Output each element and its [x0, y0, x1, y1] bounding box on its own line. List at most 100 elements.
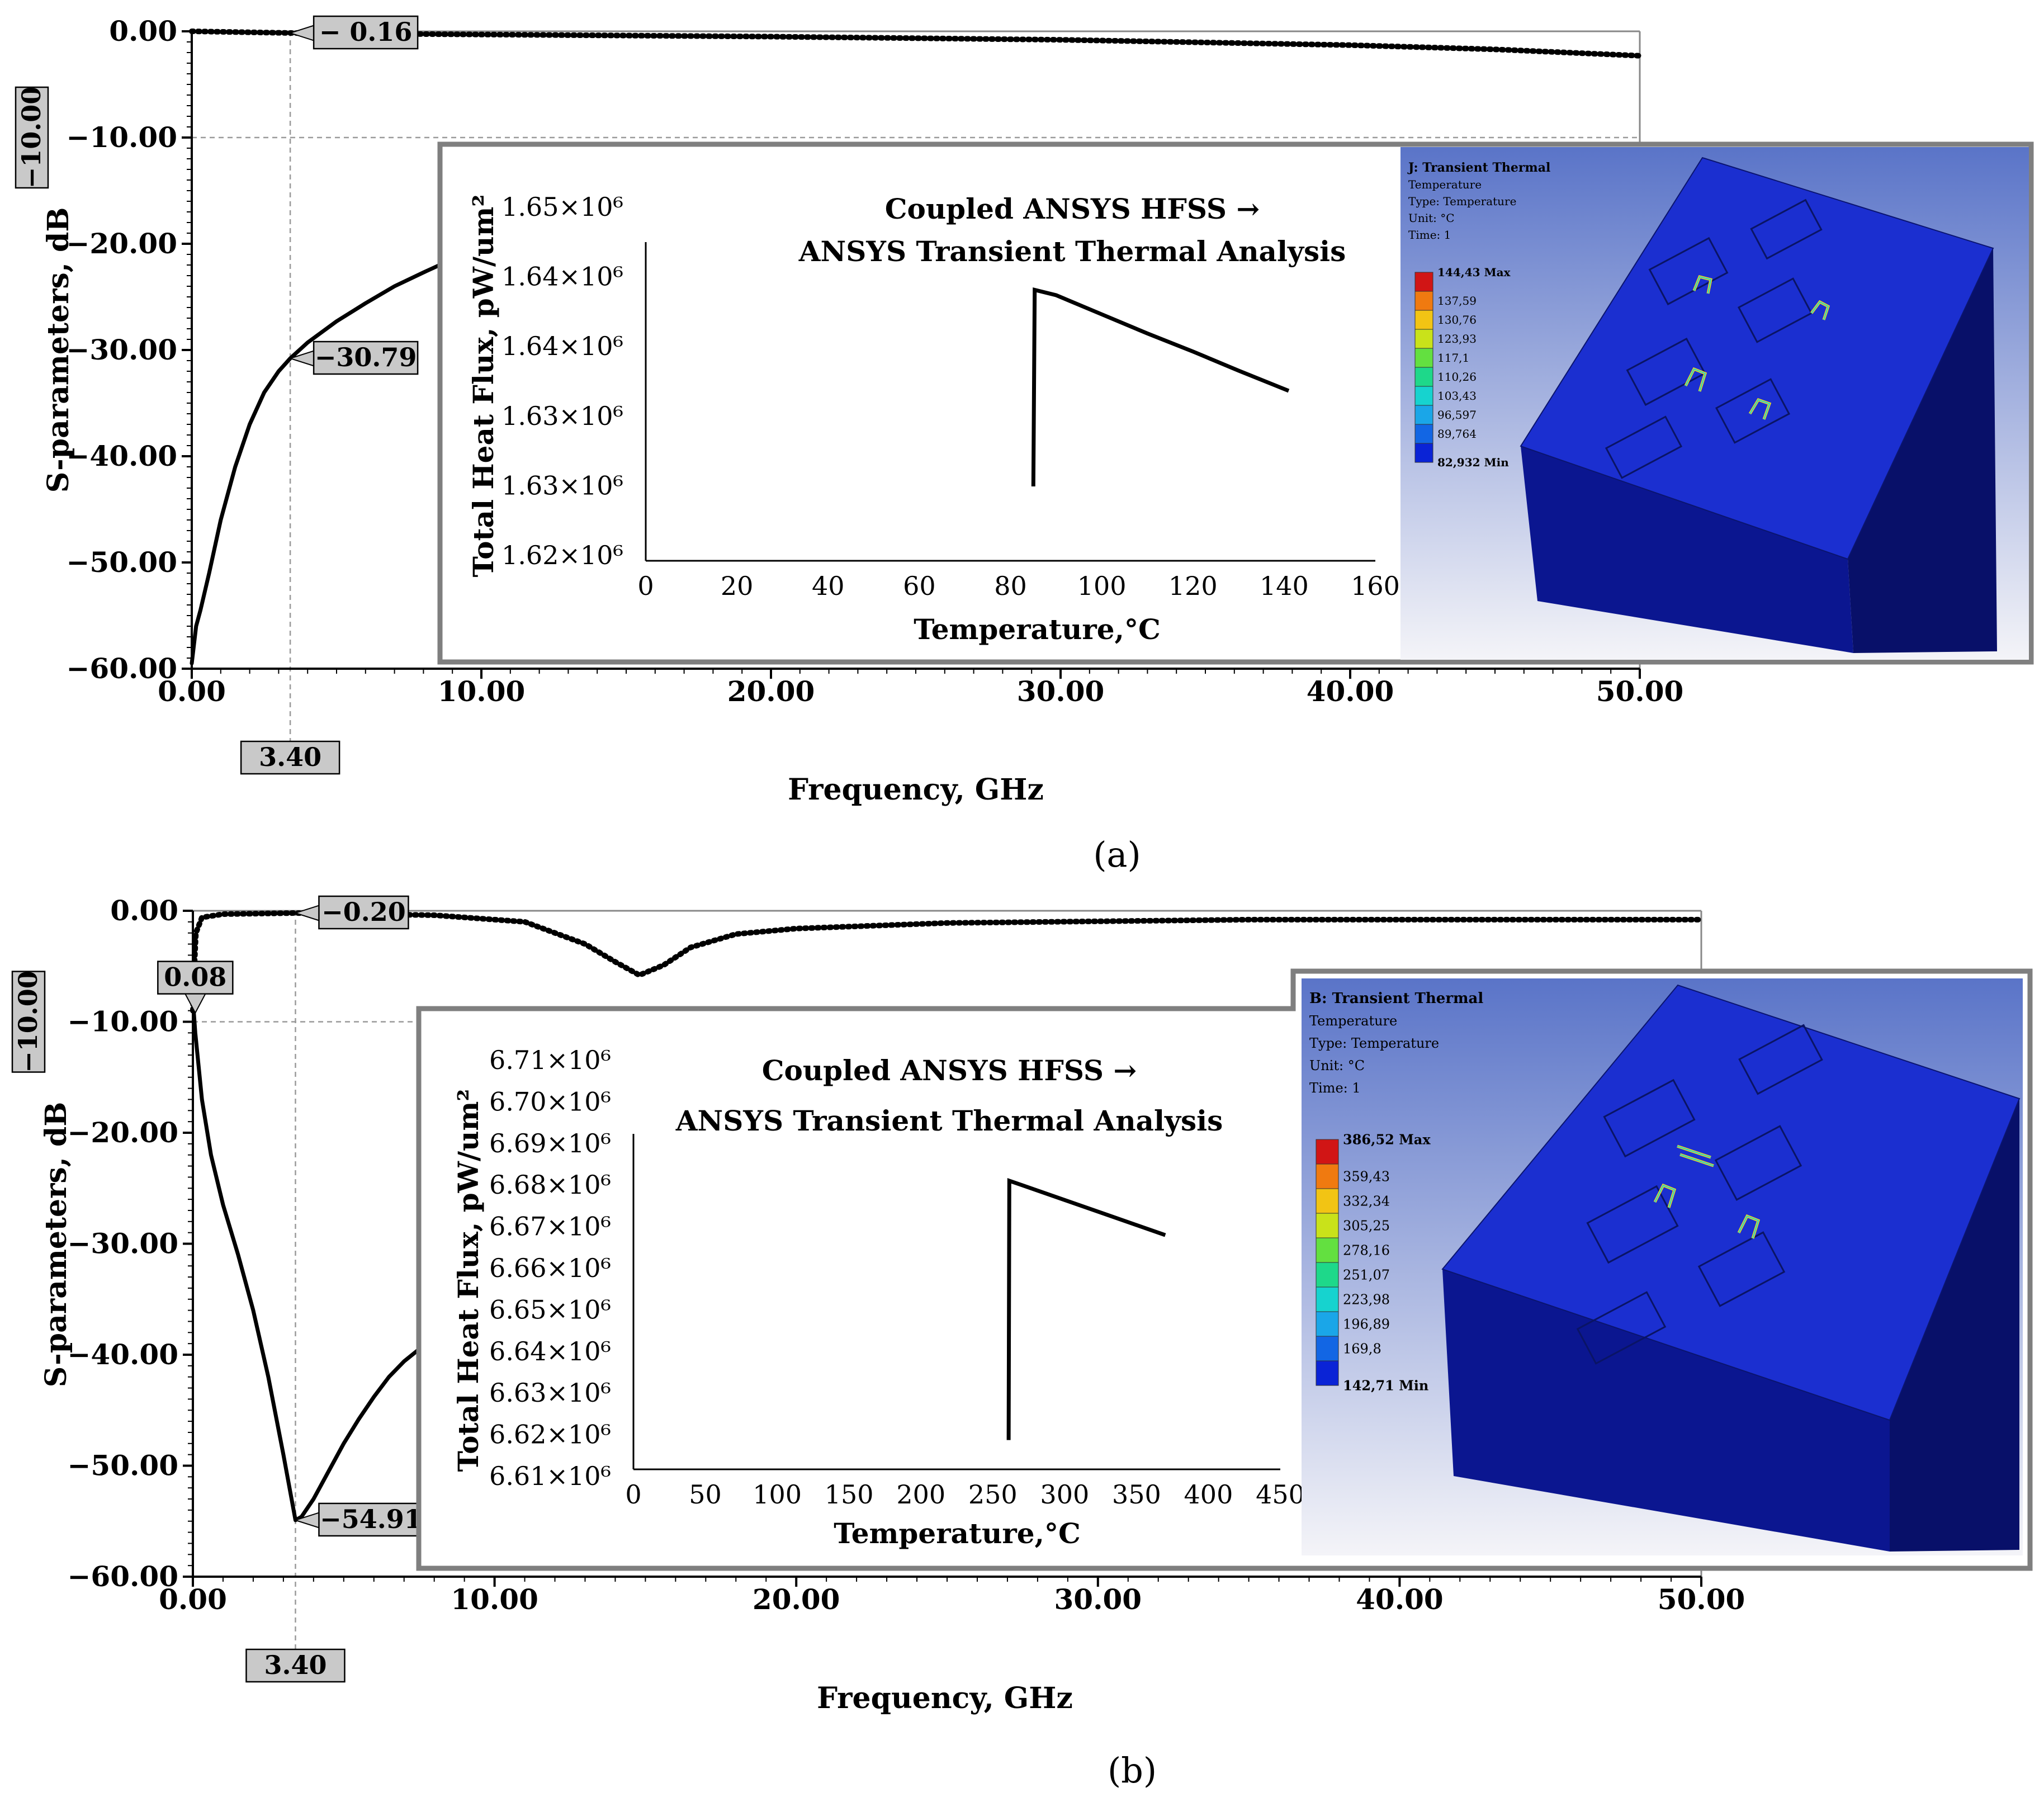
legend-color-swatch [1414, 329, 1433, 349]
y-marker-label: −10.00 [13, 971, 43, 1073]
y-axis-label: S-parameters, dB [39, 1102, 73, 1388]
y-tick-label: 6.70×10⁶ [489, 1086, 611, 1117]
legend-color-swatch [1414, 386, 1433, 406]
legend-value-label: 278,16 [1343, 1242, 1390, 1258]
legend-value-label: 110,26 [1437, 370, 1477, 384]
y-marker-label: −10.00 [16, 87, 46, 189]
inset-x-axis-label: Temperature,°C [914, 613, 1161, 646]
model-hot-trace-core [1738, 1215, 1759, 1239]
x-tick-label: 100 [1077, 571, 1127, 601]
y-tick-label: 6.65×10⁶ [489, 1294, 611, 1325]
inset-x-axis-label: Temperature,°C [834, 1517, 1081, 1550]
model-pad-outline [1697, 1231, 1786, 1307]
y-tick-label: 6.69×10⁶ [489, 1128, 611, 1158]
y-tick-label: 6.62×10⁶ [489, 1420, 611, 1450]
y-tick-label: 1.64×10⁶ [501, 262, 623, 292]
inset-title-line1: Coupled ANSYS HFSS → [885, 192, 1260, 225]
legend-value-label: 123,93 [1437, 332, 1477, 346]
model-front-left-face [1521, 446, 1853, 653]
legend-color-swatch [1316, 1336, 1339, 1361]
x-tick-label: 200 [896, 1479, 945, 1510]
x-tick-label: 60 [903, 571, 936, 601]
y-tick-label: −40.00 [67, 439, 177, 472]
marker-callout-label: −54.91 [320, 1504, 422, 1534]
x-marker-box [245, 1648, 346, 1683]
legend-value-label: 137,59 [1437, 294, 1477, 308]
x-tick-label: 10.00 [438, 675, 526, 708]
panel-b-label: (b) [1108, 1750, 1157, 1791]
legend-value-label: 142,71 Min [1343, 1377, 1428, 1393]
legend-value-label: 96,597 [1437, 408, 1477, 422]
x-tick-label: 20 [721, 571, 754, 601]
marker-callout-label: − 0.16 [319, 17, 413, 47]
y-tick-label: 6.61×10⁶ [489, 1461, 611, 1491]
legend-value-label: 89,764 [1437, 427, 1477, 441]
inset-title-line2: ANSYS Transient Thermal Analysis [798, 235, 1346, 268]
model-hot-trace-core [1811, 301, 1829, 320]
marker-callout-box [313, 340, 419, 375]
model-pad-outline [1626, 337, 1706, 406]
panel-b-heatflux-chart: 0 50 100 150 200 250 300 350 400 450 6.71×10⁶ 6.70×… [452, 1045, 1305, 1550]
legend-value-label: 332,34 [1343, 1193, 1390, 1209]
x-tick-label: 400 [1184, 1479, 1233, 1510]
thermal-info-line: Unit: °C [1309, 1058, 1365, 1073]
marker-callout-label: 0.08 [164, 962, 226, 992]
x-tick-label: 150 [825, 1479, 874, 1510]
y-tick-label: 0.00 [110, 894, 178, 927]
inset-y-axis-label: Total Heat Flux, pW/um² [452, 1089, 485, 1472]
series-line-solid [191, 997, 422, 1522]
y-tick-label: −10.00 [67, 121, 177, 154]
model-front-right-face [1848, 248, 1997, 653]
marker-callout-label: −30.79 [315, 342, 417, 372]
panel-b-sparams-chart: 0.00 10.00 20.00 30.00 40.00 50.000.00−10.00−… [11, 894, 1745, 1715]
marker-callout-box [318, 1502, 424, 1537]
x-tick-label: 0.00 [159, 1583, 227, 1616]
x-axis-label: Frequency, GHz [817, 1681, 1073, 1715]
panel-a-heatflux-chart: 0 20 40 60 80 100 120 140 160 1.65×10⁶ 1.64×10⁶ 1.6… [467, 192, 1400, 646]
y-tick-label: 1.63×10⁶ [501, 401, 623, 431]
x-tick-label: 80 [994, 571, 1027, 601]
x-tick-label: 0 [637, 571, 654, 601]
x-tick-label: 40 [812, 571, 845, 601]
panel-b-inset: Coupled ANSYS HFSS → ANSYS Transient The… [416, 968, 2033, 1571]
series-line-dotted [190, 910, 1704, 1014]
x-marker-label: 3.40 [259, 742, 321, 772]
y-tick-label: 1.65×10⁶ [501, 192, 623, 222]
x-tick-label: 300 [1040, 1479, 1089, 1510]
marker-callout-pointer [184, 993, 206, 1014]
x-marker-label: 3.40 [264, 1650, 327, 1680]
y-tick-label: 0.00 [109, 15, 177, 48]
panel-b-thermal-view: B: Transient Thermal Temperature Type: Tem… [1302, 978, 2023, 1555]
legend-color-swatch [1414, 424, 1433, 444]
model-pad-outline [1603, 1079, 1696, 1158]
x-marker-box [240, 740, 340, 775]
y-marker: −10.00 [11, 971, 46, 1073]
model-hot-trace-core [1654, 1184, 1676, 1208]
x-tick-label: 120 [1168, 571, 1218, 601]
x-tick-label: 50.00 [1596, 675, 1684, 708]
model-pad-outline [1737, 277, 1813, 343]
inset-title-line2: ANSYS Transient Thermal Analysis [675, 1104, 1223, 1137]
x-tick-label: 50.00 [1658, 1583, 1745, 1616]
legend-value-label: 82,932 Min [1437, 456, 1509, 469]
thermal-info-line: Time: 1 [1408, 228, 1451, 242]
y-marker: −10.00 [15, 87, 49, 189]
x-tick-label: 50 [689, 1479, 722, 1510]
model-hot-trace-core [1677, 1146, 1714, 1166]
thermal-title: J: Transient Thermal [1407, 160, 1550, 175]
model-pad-outline [1738, 1024, 1823, 1095]
y-marker-box [11, 971, 46, 1073]
model-top-face [1520, 157, 1994, 560]
x-tick-label: 0 [625, 1479, 641, 1510]
legend-color-swatch [1316, 1262, 1339, 1288]
x-tick-label: 40.00 [1356, 1583, 1444, 1616]
panel-a-inset: Coupled ANSYS HFSS → ANSYS Transient The… [437, 141, 2034, 665]
y-tick-label: 1.63×10⁶ [501, 470, 623, 500]
legend-color-swatch [1414, 367, 1433, 387]
model-pad-outline [1605, 415, 1683, 479]
legend-value-label: 251,07 [1343, 1267, 1390, 1283]
model-hot-trace-core [1685, 368, 1706, 392]
y-tick-label: −10.00 [68, 1005, 178, 1038]
thermal-info-line: Unit: °C [1408, 211, 1455, 225]
panel-a-sparams-chart: 0.00 10.00 20.00 30.00 40.00 50.000.00−10.00−… [15, 15, 1684, 807]
